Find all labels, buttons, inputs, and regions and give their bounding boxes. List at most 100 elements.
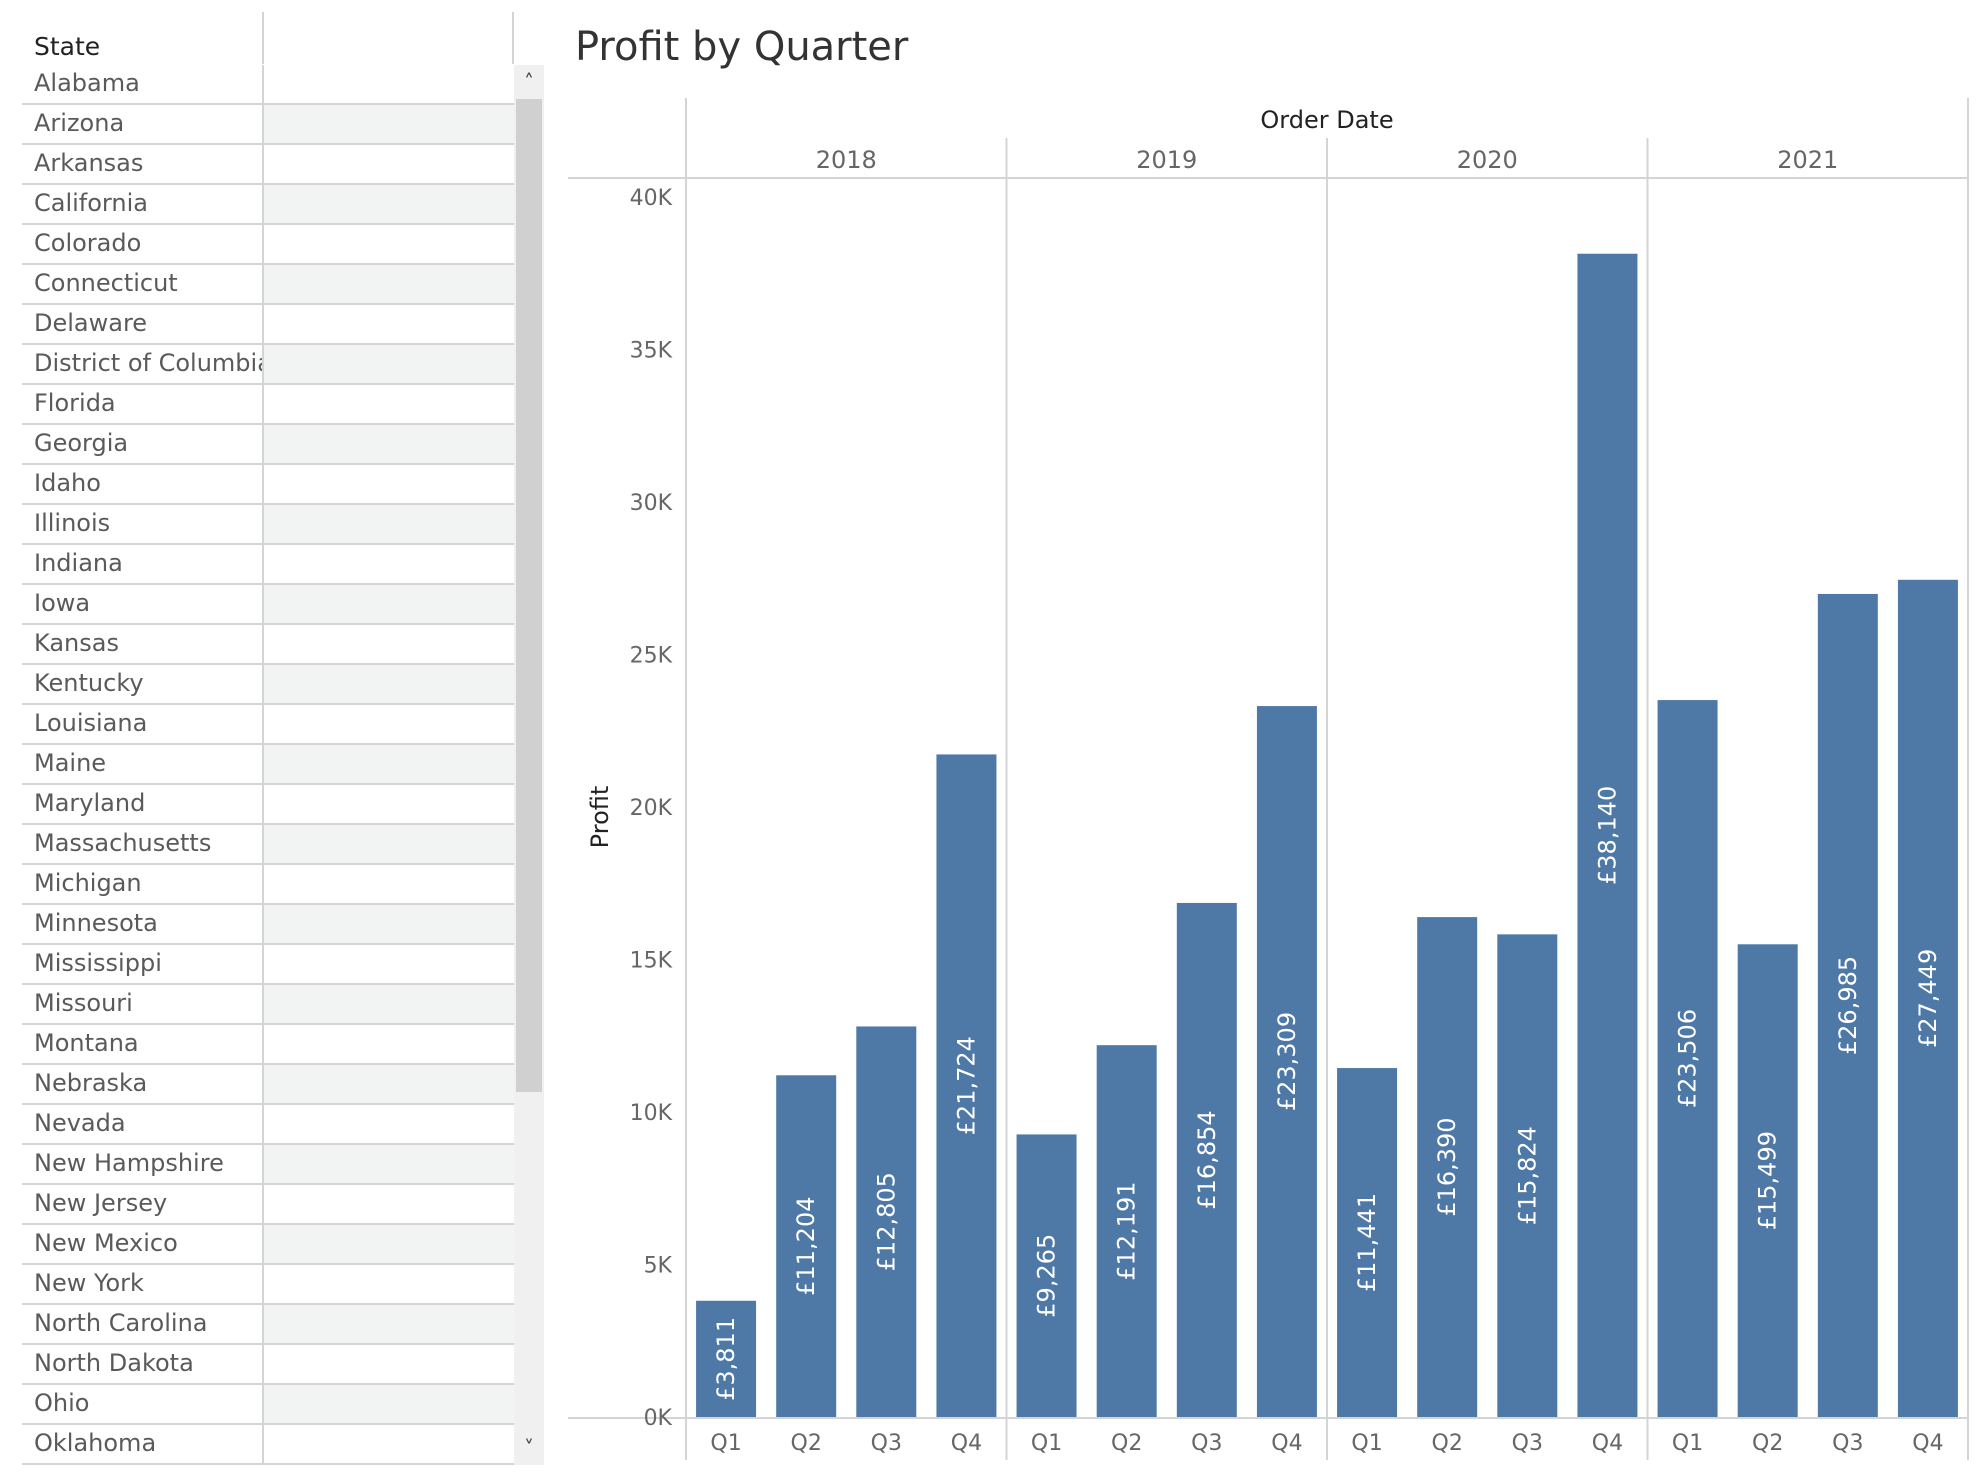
state-row[interactable]: Indiana (22, 545, 514, 585)
state-row[interactable]: Nebraska (22, 1065, 514, 1105)
state-value-cell (262, 265, 514, 303)
state-row[interactable]: New Jersey (22, 1185, 514, 1225)
bar-2018-Q1 (696, 1300, 757, 1417)
x-tick-label: Q1 (710, 1431, 741, 1456)
state-value-cell (262, 905, 514, 943)
bar-2019-Q3 (1176, 902, 1237, 1417)
state-row[interactable]: Minnesota (22, 905, 514, 945)
state-row[interactable]: New York (22, 1265, 514, 1305)
state-row[interactable]: North Dakota (22, 1345, 514, 1385)
state-row[interactable]: California (22, 185, 514, 225)
state-label: Connecticut (34, 269, 178, 297)
state-row[interactable]: Maryland (22, 785, 514, 825)
state-value-cell (262, 345, 514, 383)
state-row[interactable]: Delaware (22, 305, 514, 345)
x-tick-label: Q2 (791, 1431, 822, 1456)
state-row[interactable]: North Carolina (22, 1305, 514, 1345)
state-row[interactable]: Ohio (22, 1385, 514, 1425)
state-label: Indiana (34, 549, 123, 577)
bar-2021-Q1 (1657, 700, 1718, 1417)
state-column-header[interactable]: State (22, 30, 262, 63)
state-value-cell (262, 745, 514, 783)
state-value-cell (262, 1265, 514, 1303)
state-value-cell (262, 705, 514, 743)
state-row[interactable]: Kansas (22, 625, 514, 665)
bar-2019-Q2 (1096, 1045, 1157, 1417)
state-row[interactable]: Alabama (22, 65, 514, 105)
state-row[interactable]: Connecticut (22, 265, 514, 305)
state-label: New Hampshire (34, 1149, 224, 1177)
state-label: California (34, 189, 148, 217)
state-row[interactable]: Montana (22, 1025, 514, 1065)
bar-data-label: £15,824 (1513, 1126, 1541, 1225)
bar-data-label: £38,140 (1593, 786, 1621, 885)
state-value-cell (262, 305, 514, 343)
state-row[interactable]: Mississippi (22, 945, 514, 985)
state-value-cell (262, 1065, 514, 1103)
state-row[interactable]: New Hampshire (22, 1145, 514, 1185)
chart-title: Profit by Quarter (575, 24, 909, 70)
bar-2020-Q1 (1337, 1068, 1398, 1417)
bar-data-label: £23,309 (1273, 1012, 1301, 1111)
x-tick-label: Q4 (1912, 1431, 1943, 1456)
state-row[interactable]: Oklahoma (22, 1425, 514, 1465)
state-label: Kansas (34, 629, 119, 657)
state-label: Maryland (34, 789, 146, 817)
state-value-cell (262, 825, 514, 863)
state-value-cell (262, 185, 514, 223)
state-value-cell (262, 665, 514, 703)
bar-data-label: £11,204 (792, 1197, 820, 1296)
y-tick-label: 25K (630, 644, 673, 669)
state-label: Mississippi (34, 949, 162, 977)
state-row[interactable]: Nevada (22, 1105, 514, 1145)
x-tick-label: Q1 (1031, 1431, 1062, 1456)
state-value-cell (262, 425, 514, 463)
state-label: Oklahoma (34, 1429, 157, 1457)
state-row[interactable]: Missouri (22, 985, 514, 1025)
y-axis-title: Profit (586, 786, 614, 849)
state-row[interactable]: Michigan (22, 865, 514, 905)
bar-2020-Q4 (1577, 253, 1638, 1418)
state-filter-panel: State Alabama Arizona Arkansas California Co… (0, 0, 545, 1478)
scroll-down-icon[interactable]: ˅ (524, 1436, 534, 1460)
state-value-cell (262, 865, 514, 903)
state-label: Illinois (34, 509, 111, 537)
bar-data-label: £3,811 (712, 1317, 740, 1401)
state-value-cell (262, 465, 514, 503)
scroll-thumb[interactable] (516, 99, 542, 1092)
state-row[interactable]: Arizona (22, 105, 514, 145)
state-label: District of Columbia (34, 349, 272, 377)
scroll-up-icon[interactable]: ˄ (524, 70, 534, 94)
state-label: Alabama (34, 69, 140, 97)
state-value-cell (262, 145, 514, 183)
state-row[interactable]: Florida (22, 385, 514, 425)
state-row[interactable]: Idaho (22, 465, 514, 505)
state-row[interactable]: New Mexico (22, 1225, 514, 1265)
x-tick-label: Q3 (1512, 1431, 1543, 1456)
state-row[interactable]: Colorado (22, 225, 514, 265)
state-header-label: State (34, 32, 101, 61)
bar-data-label: £11,441 (1353, 1193, 1381, 1292)
state-row[interactable]: Arkansas (22, 145, 514, 185)
vertical-scrollbar[interactable]: ˄ ˅ (514, 65, 544, 1465)
state-label: North Dakota (34, 1349, 194, 1377)
y-tick-label: 15K (630, 949, 673, 974)
state-row[interactable]: Illinois (22, 505, 514, 545)
state-row[interactable]: Kentucky (22, 665, 514, 705)
year-header-2018: 2018 (816, 146, 877, 174)
state-row[interactable]: Iowa (22, 585, 514, 625)
bar-2019-Q1 (1016, 1134, 1077, 1417)
state-value-cell (262, 1105, 514, 1143)
x-tick-label: Q4 (951, 1431, 982, 1456)
state-label: Louisiana (34, 709, 148, 737)
bar-data-label: £23,506 (1674, 1009, 1702, 1108)
state-row[interactable]: Massachusetts (22, 825, 514, 865)
state-label: Colorado (34, 229, 142, 257)
state-row[interactable]: Maine (22, 745, 514, 785)
state-label: Georgia (34, 429, 129, 457)
state-row[interactable]: Georgia (22, 425, 514, 465)
state-label: Michigan (34, 869, 142, 897)
bar-data-label: £16,390 (1433, 1117, 1461, 1216)
state-row[interactable]: Louisiana (22, 705, 514, 745)
state-row[interactable]: District of Columbia (22, 345, 514, 385)
